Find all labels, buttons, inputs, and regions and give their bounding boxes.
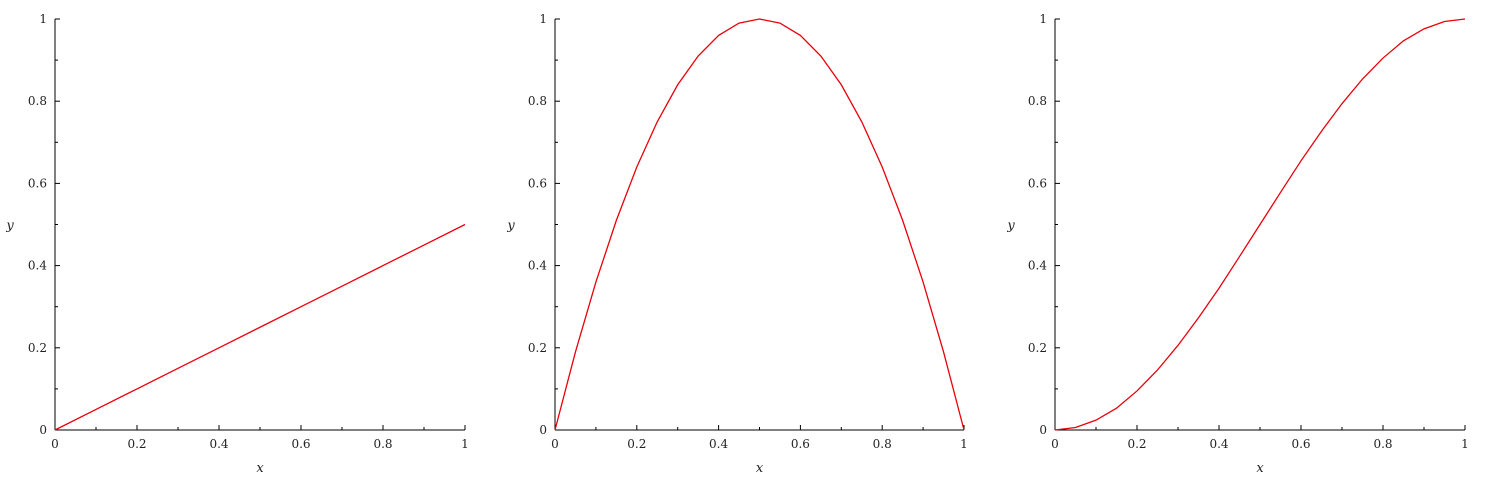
y-axis-label: y: [1006, 219, 1015, 234]
y-tick-label: 0.6: [1028, 176, 1047, 190]
x-tick-label: 1: [461, 437, 469, 451]
series-line-1: [554, 18, 965, 431]
chart-panel-2: 0 0.2 0.4 0.6 0.8 1 0 0.2 0.4 0.6 0.8 1 x y: [506, 12, 968, 476]
chart-panel-1: 0 0.2 0.4 0.6 0.8 1 0 0.2 0.4 0.6 0.8 1 x y: [5, 12, 469, 476]
x-tick-label: 0.2: [1127, 437, 1146, 451]
y-tick-label: 1: [539, 12, 547, 26]
chart-panel-3: 0 0.2 0.4 0.6 0.8 1 0 0.2 0.4 0.6 0.8 1 x y: [1006, 12, 1469, 476]
y-tick-label: 0: [39, 423, 47, 437]
x-tick-label: 0.8: [873, 437, 892, 451]
x-tick-label: 0: [51, 437, 59, 451]
x-tick-label: 0.8: [373, 437, 392, 451]
x-tick-label: 0.6: [1291, 437, 1310, 451]
x-axis-label: x: [1256, 461, 1264, 476]
x-tick-label: 0: [551, 437, 559, 451]
y-tick-label: 0: [1039, 423, 1047, 437]
x-tick-label: 0.2: [127, 437, 146, 451]
x-tick-label: 0.8: [1373, 437, 1392, 451]
x-tick-label: 0.6: [291, 437, 310, 451]
y-tick-label: 0.8: [28, 94, 47, 108]
x-tick-label: 0.4: [1209, 437, 1228, 451]
series-line-1: [1054, 18, 1466, 431]
y-tick-label: 0.8: [528, 94, 547, 108]
y-tick-label: 0.6: [28, 176, 47, 190]
y-axis-label: y: [5, 219, 14, 234]
y-tick-label: 0.8: [1028, 94, 1047, 108]
y-tick-label: 0.4: [528, 259, 547, 273]
x-tick-label: 1: [1461, 437, 1469, 451]
series-line-1: [54, 223, 466, 431]
x-axis-label: x: [256, 461, 264, 476]
y-tick-label: 0.4: [28, 259, 47, 273]
y-tick-label: 0.2: [1028, 341, 1047, 355]
x-tick-label: 1: [960, 437, 968, 451]
y-tick-label: 0: [539, 423, 547, 437]
x-tick-label: 0.6: [791, 437, 810, 451]
y-tick-label: 1: [1039, 12, 1047, 26]
y-tick-label: 0.2: [528, 341, 547, 355]
x-tick-label: 0.2: [627, 437, 646, 451]
y-tick-label: 0.4: [1028, 259, 1047, 273]
y-tick-label: 1: [39, 12, 47, 26]
x-tick-label: 0: [1051, 437, 1059, 451]
x-tick-label: 0.4: [709, 437, 728, 451]
y-tick-label: 0.6: [528, 176, 547, 190]
y-tick-label: 0.2: [28, 341, 47, 355]
x-axis-label: x: [756, 461, 764, 476]
x-tick-label: 0.4: [209, 437, 228, 451]
y-axis-label: y: [506, 219, 515, 234]
